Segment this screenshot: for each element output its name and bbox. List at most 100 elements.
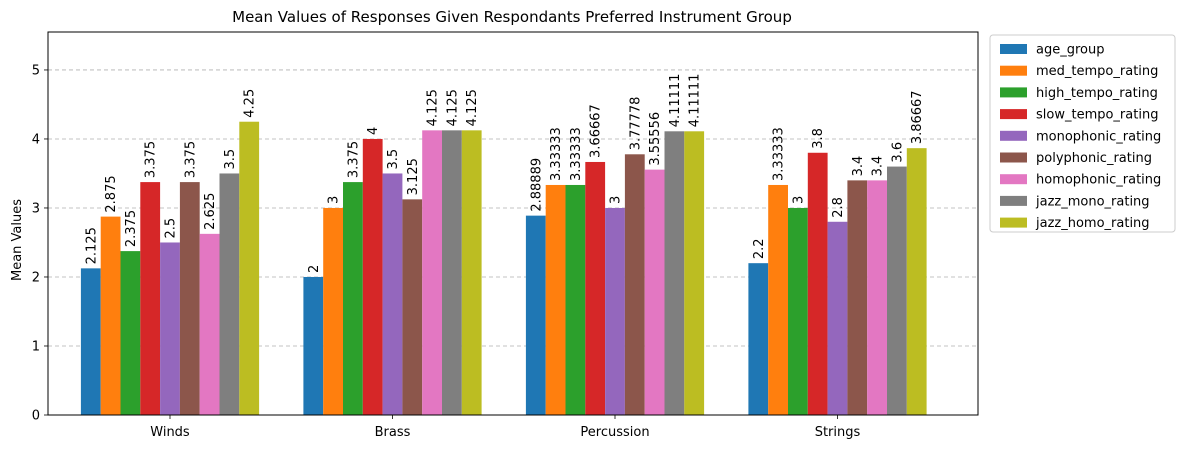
legend-entry[interactable]: homophonic_rating bbox=[1036, 173, 1161, 188]
data-label: 3.125 bbox=[406, 158, 421, 195]
data-label: 2 bbox=[307, 265, 322, 273]
bar bbox=[199, 233, 220, 415]
bar bbox=[788, 207, 808, 415]
legend-entry[interactable]: jazz_homo_rating bbox=[1035, 216, 1150, 231]
data-label: 2.375 bbox=[124, 210, 139, 247]
y-tick-label: 3 bbox=[32, 201, 40, 216]
y-tick-label: 1 bbox=[32, 339, 40, 354]
legend-swatch bbox=[1000, 217, 1027, 228]
legend-swatch bbox=[1000, 109, 1027, 120]
legend[interactable]: age_group med_tempo_rating high_tempo_rati… bbox=[989, 34, 1176, 233]
data-label: 2.125 bbox=[84, 227, 99, 264]
bar bbox=[887, 166, 907, 415]
legend-swatch bbox=[1000, 44, 1027, 54]
bar bbox=[140, 182, 161, 415]
bar bbox=[684, 131, 705, 415]
legend-swatch bbox=[1000, 174, 1027, 185]
data-label: 3.4 bbox=[851, 156, 866, 177]
legend-entry[interactable]: med_tempo_rating bbox=[1036, 64, 1158, 79]
bar bbox=[867, 180, 887, 415]
bar bbox=[382, 173, 403, 415]
x-tick-label: Percussion bbox=[580, 425, 649, 440]
data-label: 4 bbox=[366, 127, 381, 135]
data-label: 3.5 bbox=[386, 149, 401, 170]
data-label: 3 bbox=[791, 196, 806, 204]
bar bbox=[100, 216, 121, 415]
data-label: 3.4 bbox=[871, 156, 886, 177]
bar bbox=[239, 121, 260, 416]
data-label: 3.5 bbox=[223, 149, 238, 170]
data-label: 2.5 bbox=[164, 218, 179, 239]
plot-frame bbox=[47, 31, 979, 416]
data-label: 4.125 bbox=[426, 89, 441, 126]
bar bbox=[827, 221, 848, 415]
data-label: 3.375 bbox=[346, 141, 361, 178]
legend-box bbox=[989, 34, 1176, 233]
bar bbox=[644, 169, 665, 415]
data-label: 2.2 bbox=[752, 238, 767, 259]
bar bbox=[303, 276, 324, 415]
chart-title: Mean Values of Responses Given Respondan… bbox=[232, 8, 792, 26]
data-label: 3.375 bbox=[144, 141, 159, 178]
data-label: 2.88889 bbox=[529, 158, 544, 212]
bar bbox=[545, 184, 566, 415]
legend-swatch bbox=[1000, 87, 1027, 98]
axes: 0 1 2 3 4 5 Winds Brass Percussion Strings bbox=[32, 31, 979, 440]
y-tick-label: 5 bbox=[32, 63, 40, 78]
data-label: 3.375 bbox=[183, 141, 198, 178]
data-label: 2.875 bbox=[104, 175, 119, 212]
data-label: 3.6 bbox=[890, 142, 905, 163]
data-label: 3.66667 bbox=[589, 104, 604, 158]
bar bbox=[664, 131, 685, 415]
legend-entry[interactable]: monophonic_rating bbox=[1036, 129, 1161, 144]
legend-entry[interactable]: polyphonic_rating bbox=[1036, 151, 1152, 166]
bar bbox=[442, 130, 462, 416]
y-tick-label: 2 bbox=[32, 270, 40, 285]
data-label: 3 bbox=[327, 196, 342, 204]
bar bbox=[120, 251, 141, 415]
bars bbox=[80, 121, 927, 416]
bar bbox=[565, 184, 586, 415]
legend-swatch bbox=[1000, 152, 1027, 163]
bar bbox=[768, 184, 788, 415]
bar bbox=[847, 180, 868, 415]
bar bbox=[605, 207, 625, 415]
legend-entry[interactable]: age_group bbox=[1036, 43, 1104, 58]
data-label: 3.86667 bbox=[910, 90, 925, 144]
data-label: 3.77778 bbox=[628, 97, 643, 151]
data-label: 3.33333 bbox=[549, 127, 564, 181]
bar bbox=[80, 268, 101, 415]
data-labels: 2.125 2 2.88889 2.2 2.875 3 3.33333 3.33333 2.37… bbox=[84, 74, 925, 273]
bar bbox=[525, 215, 546, 415]
data-label: 2.8 bbox=[831, 197, 846, 218]
x-tick-label: Strings bbox=[815, 425, 861, 440]
y-tick-label: 4 bbox=[32, 132, 40, 147]
data-label: 4.25 bbox=[243, 89, 258, 118]
bar bbox=[179, 182, 200, 415]
bar bbox=[585, 161, 606, 415]
legend-swatch bbox=[1000, 65, 1027, 76]
data-label: 3.33333 bbox=[569, 127, 584, 181]
bar bbox=[461, 130, 482, 416]
legend-entry[interactable]: high_tempo_rating bbox=[1036, 86, 1158, 101]
data-label: 3.55556 bbox=[648, 112, 663, 166]
x-tick-label: Brass bbox=[375, 425, 411, 440]
x-tick-label: Winds bbox=[150, 425, 190, 440]
bar bbox=[402, 199, 423, 415]
legend-entry[interactable]: slow_tempo_rating bbox=[1036, 108, 1158, 123]
y-tick-label: 0 bbox=[32, 409, 40, 424]
data-label: 3.8 bbox=[811, 128, 826, 149]
bar bbox=[906, 148, 927, 416]
bar bbox=[323, 207, 343, 415]
data-label: 3.33333 bbox=[772, 127, 787, 181]
bar bbox=[807, 152, 828, 416]
legend-swatch bbox=[1000, 195, 1027, 206]
bar bbox=[343, 182, 363, 415]
y-axis-label: Mean Values bbox=[10, 199, 25, 281]
data-label: 4.11111 bbox=[688, 74, 703, 128]
legend-entry[interactable]: jazz_mono_rating bbox=[1035, 194, 1150, 209]
data-label: 3 bbox=[609, 196, 624, 204]
bar bbox=[219, 173, 240, 415]
data-label: 4.125 bbox=[445, 89, 460, 126]
